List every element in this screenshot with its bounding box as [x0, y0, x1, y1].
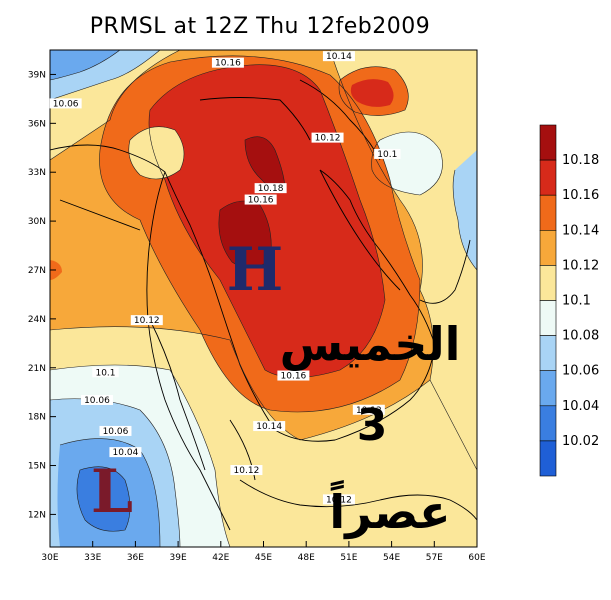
lon-tick-label: 51E	[340, 553, 357, 563]
contour-label-bg	[109, 447, 142, 458]
colorbar-label: 10.16	[562, 188, 599, 203]
colorbar-swatch	[539, 194, 557, 231]
colorbar-label: 10.06	[562, 364, 599, 379]
contour-label: 10.06	[53, 99, 79, 109]
high-pressure-marker: H	[227, 235, 284, 305]
latitude-axis: 39N 36N 33N 30N 27N 24N 21N 18N 15N 12N	[28, 70, 56, 520]
colorbar-swatch	[539, 405, 557, 442]
contour-label-bg	[80, 394, 113, 405]
lon-tick-label: 45E	[255, 553, 272, 563]
colorbar-swatch	[539, 124, 557, 161]
day-label-arabic: الخميس	[280, 317, 461, 371]
lon-tick-label: 33E	[84, 553, 101, 563]
lon-tick-label: 60E	[468, 553, 485, 563]
contour-label: 10.04	[113, 448, 139, 458]
contour-label: 10.12	[356, 406, 382, 416]
region-1018-south	[218, 201, 272, 269]
contour-label-bg	[322, 494, 355, 505]
contour-label-bg	[374, 148, 401, 159]
colorbar-swatch	[539, 300, 557, 336]
colorbar-swatch	[539, 440, 557, 477]
time-label-arabic: عصراً	[329, 480, 450, 539]
contour-label-bg	[92, 367, 119, 378]
contour-label: 10.18	[258, 184, 284, 194]
contour-labels: 10.16 10.14 10.06 10.12 10.1 10.18 10.16 10.12 1…	[49, 51, 401, 505]
longitude-axis: 30E 33E 36E 39E 42E 45E 48E 51E 54E 57E 60E	[41, 541, 486, 563]
contour-label-bg	[130, 315, 163, 326]
contour-label: 10.12	[326, 495, 352, 505]
region-1016-ne	[350, 79, 394, 107]
contour-label: 10.16	[215, 59, 241, 69]
contour-label: 10.14	[256, 422, 282, 432]
contour-label-bg	[49, 98, 82, 109]
contour-label-bg	[99, 425, 132, 436]
lat-tick-label: 36N	[28, 119, 46, 129]
contour-label: 10.06	[84, 396, 110, 406]
contour-label: 10.12	[315, 134, 341, 144]
lat-tick-label: 27N	[28, 266, 46, 276]
contour-label: 10.06	[103, 427, 129, 437]
colorbar-label: 10.02	[562, 434, 599, 449]
colorbar-swatch	[539, 370, 557, 407]
lon-tick-label: 39E	[170, 553, 187, 563]
colorbar-swatch	[539, 265, 557, 301]
lat-tick-label: 39N	[28, 70, 46, 80]
lon-tick-label: 30E	[41, 553, 58, 563]
region-1004-nw	[50, 50, 120, 80]
contour-label: 10.12	[234, 466, 260, 476]
lon-tick-label: 36E	[127, 553, 144, 563]
contour-label-bg	[277, 370, 310, 381]
contour-label-bg	[352, 404, 385, 415]
lon-tick-label: 48E	[298, 553, 315, 563]
contour-label: 10.16	[248, 196, 274, 206]
filled-contours	[50, 50, 477, 547]
contour-label-bg	[244, 194, 277, 205]
colorbar-label: 10.1	[562, 294, 591, 309]
contour-label-bg	[254, 183, 287, 194]
lon-tick-label: 42E	[212, 553, 229, 563]
contour-label: 10.1	[377, 150, 397, 160]
map-title: PRMSL at 12Z Thu 12feb2009	[89, 14, 431, 39]
colorbar-label: 10.08	[562, 329, 599, 344]
contour-label-bg	[322, 51, 355, 62]
low-pressure-marker: L	[91, 457, 133, 527]
contour-label-bg	[230, 465, 263, 476]
colorbar-swatch	[539, 230, 557, 266]
region-1002-sw	[76, 466, 130, 532]
lat-tick-label: 18N	[28, 413, 46, 423]
region-1006-east-edge	[453, 150, 477, 270]
coastlines	[50, 79, 477, 531]
contour-label-bg	[253, 421, 286, 432]
colorbar-label: 10.14	[562, 223, 599, 238]
colorbar-swatch	[539, 335, 557, 372]
lat-tick-label: 30N	[28, 217, 46, 227]
lon-tick-label: 54E	[383, 553, 400, 563]
lat-tick-label: 21N	[28, 364, 46, 374]
colorbar-label: 10.18	[562, 153, 599, 168]
colorbar-label: 10.12	[562, 258, 599, 273]
lat-tick-label: 12N	[28, 510, 46, 520]
lon-tick-label: 57E	[426, 553, 443, 563]
contour-label: 10.12	[134, 316, 160, 326]
colorbar-label: 10.04	[562, 399, 599, 414]
lat-tick-label: 24N	[28, 315, 46, 325]
date-number: 3	[357, 400, 388, 451]
contour-label: 10.1	[95, 368, 115, 378]
lat-tick-label: 33N	[28, 168, 46, 178]
contour-label: 10.14	[326, 52, 352, 62]
lat-tick-label: 15N	[28, 462, 46, 472]
contour-label-bg	[211, 57, 244, 68]
colorbar-swatch	[539, 159, 557, 196]
contour-label-bg	[311, 132, 344, 143]
contour-label: 10.16	[281, 372, 307, 382]
region-1012-nw-blob	[128, 126, 184, 179]
colorbar: 10.18 10.16 10.14 10.12 10.1 10.08 10.06 10.04 1…	[539, 124, 599, 477]
